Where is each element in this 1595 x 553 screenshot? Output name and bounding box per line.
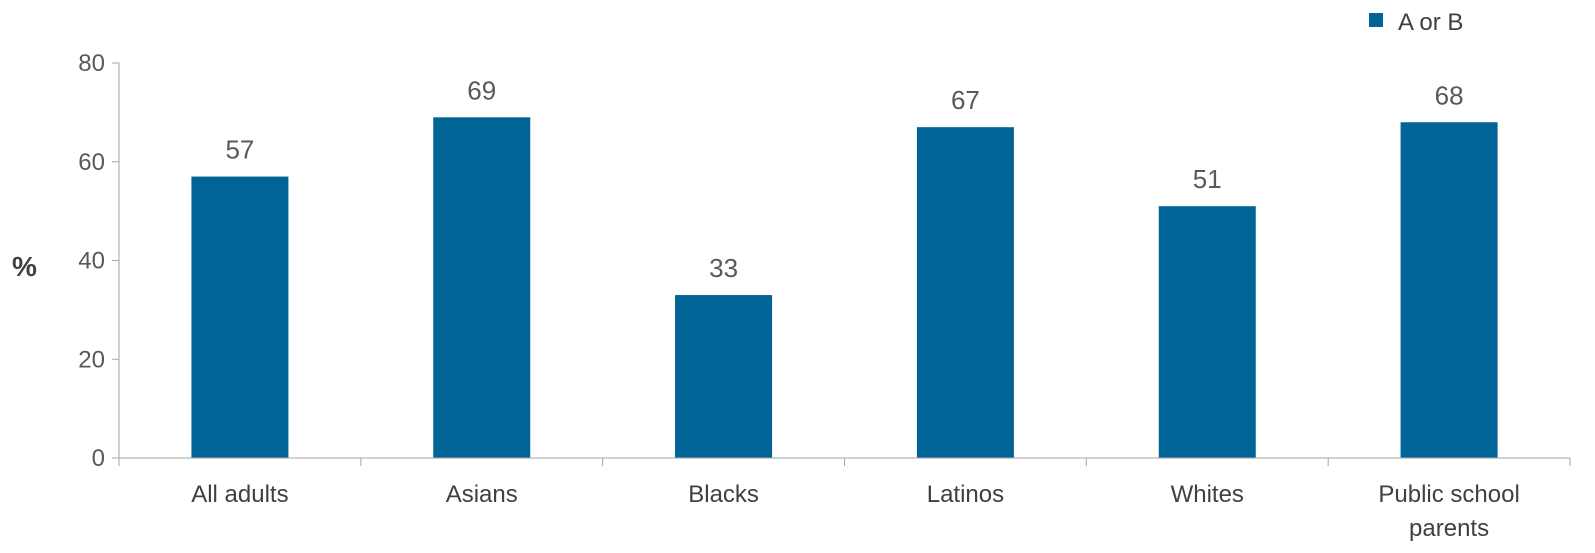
x-tick-label: All adults bbox=[191, 481, 288, 508]
x-tick-label: Asians bbox=[446, 481, 518, 508]
data-label: 57 bbox=[225, 135, 254, 165]
x-tick-label: Blacks bbox=[688, 481, 759, 508]
bar bbox=[433, 117, 531, 458]
bar bbox=[916, 127, 1014, 458]
y-tick-label: 0 bbox=[92, 445, 105, 472]
y-tick-label: 20 bbox=[78, 346, 105, 373]
bar bbox=[191, 176, 289, 458]
data-label: 51 bbox=[1193, 164, 1222, 194]
x-tick-label: Public school parents bbox=[1378, 481, 1519, 542]
y-axis: 0 20 40 60 80 bbox=[78, 50, 120, 472]
legend-swatch bbox=[1369, 13, 1383, 27]
data-label: 69 bbox=[467, 75, 496, 105]
bars: 57 69 33 67 51 68 bbox=[191, 75, 1498, 458]
x-tick-label: Whites bbox=[1171, 481, 1244, 508]
y-axis-label: % bbox=[12, 251, 37, 282]
y-tick-label: 80 bbox=[78, 50, 105, 77]
data-label: 68 bbox=[1435, 80, 1464, 110]
x-tick-label: Latinos bbox=[927, 481, 1004, 508]
x-axis: All adults Asians Blacks Latinos Whites Publi… bbox=[118, 457, 1571, 542]
legend: A or B bbox=[1369, 9, 1463, 36]
bar bbox=[1400, 122, 1498, 458]
legend-label-a-or-b: A or B bbox=[1398, 9, 1463, 36]
y-tick-label: 40 bbox=[78, 248, 105, 275]
data-label: 67 bbox=[951, 85, 980, 115]
data-label: 33 bbox=[709, 253, 738, 283]
y-tick-label: 60 bbox=[78, 149, 105, 176]
bar bbox=[675, 295, 773, 458]
bar bbox=[1158, 206, 1256, 458]
